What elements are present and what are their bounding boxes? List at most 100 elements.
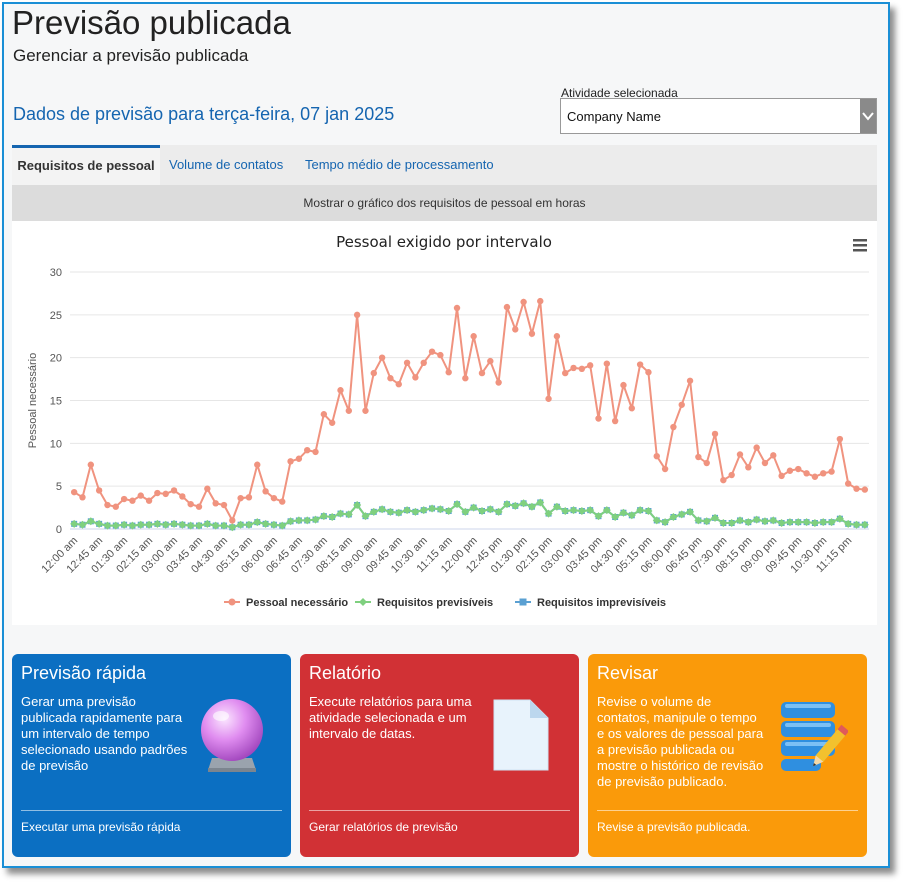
data-point[interactable]	[394, 508, 403, 517]
data-point[interactable]	[553, 333, 561, 340]
data-point[interactable]	[304, 446, 311, 454]
data-point[interactable]	[179, 493, 186, 500]
data-point[interactable]	[128, 521, 137, 530]
data-point[interactable]	[395, 381, 402, 388]
data-point[interactable]	[204, 485, 211, 492]
data-point[interactable]	[153, 519, 162, 528]
menu-icon-line-1[interactable]	[853, 244, 867, 247]
legend-label[interactable]: Pessoal necessário	[246, 597, 348, 609]
data-point[interactable]	[761, 459, 769, 467]
data-point[interactable]	[720, 476, 727, 484]
data-point[interactable]	[477, 507, 486, 516]
data-point[interactable]	[803, 470, 810, 477]
data-point[interactable]	[229, 517, 236, 524]
data-point[interactable]	[120, 520, 129, 529]
data-point[interactable]	[178, 520, 187, 529]
report-link[interactable]: Gerar relatórios de previsão	[309, 820, 458, 834]
data-point[interactable]	[378, 354, 386, 361]
data-point[interactable]	[469, 503, 478, 512]
data-point[interactable]	[835, 514, 844, 523]
data-point[interactable]	[370, 369, 377, 377]
data-point[interactable]	[278, 521, 287, 530]
data-point[interactable]	[719, 519, 728, 528]
data-point[interactable]	[670, 423, 677, 431]
data-point[interactable]	[703, 459, 710, 467]
data-point[interactable]	[104, 501, 111, 509]
data-point[interactable]	[312, 448, 319, 456]
data-point[interactable]	[552, 502, 561, 511]
data-point[interactable]	[453, 304, 461, 312]
data-point[interactable]	[628, 405, 635, 412]
data-point[interactable]	[810, 519, 819, 528]
data-point[interactable]	[844, 519, 853, 528]
data-point[interactable]	[794, 518, 803, 527]
data-point[interactable]	[187, 500, 194, 508]
data-point[interactable]	[562, 369, 569, 377]
data-point[interactable]	[853, 485, 860, 492]
data-point[interactable]	[111, 521, 120, 530]
data-point[interactable]	[661, 518, 670, 527]
data-point[interactable]	[212, 500, 219, 507]
data-point[interactable]	[736, 451, 744, 458]
data-point[interactable]	[786, 467, 794, 474]
card-review[interactable]: Revisar Revise o volume de contatos, man…	[588, 654, 867, 857]
data-point[interactable]	[228, 523, 237, 532]
data-point[interactable]	[611, 513, 620, 522]
data-point[interactable]	[279, 498, 286, 505]
data-point[interactable]	[686, 377, 694, 384]
data-point[interactable]	[428, 348, 436, 355]
data-point[interactable]	[254, 461, 261, 468]
data-point[interactable]	[129, 497, 136, 504]
data-point[interactable]	[753, 444, 760, 451]
data-point[interactable]	[336, 509, 345, 518]
data-point[interactable]	[87, 461, 95, 468]
data-point[interactable]	[195, 503, 203, 510]
data-point[interactable]	[537, 297, 544, 305]
data-point[interactable]	[495, 379, 502, 386]
legend-marker[interactable]	[359, 598, 367, 606]
data-point[interactable]	[145, 520, 154, 529]
legend-marker[interactable]	[519, 598, 527, 606]
data-point[interactable]	[586, 506, 595, 515]
data-point[interactable]	[103, 521, 112, 530]
data-point[interactable]	[362, 407, 369, 414]
data-point[interactable]	[636, 506, 645, 515]
data-point[interactable]	[527, 502, 536, 511]
data-point[interactable]	[170, 487, 178, 494]
card-quick-forecast[interactable]: Previsão rápida Gerar uma previsão publi…	[12, 654, 291, 857]
data-point[interactable]	[470, 333, 477, 340]
data-point[interactable]	[578, 365, 586, 373]
data-point[interactable]	[286, 517, 295, 526]
data-point[interactable]	[544, 509, 553, 518]
data-point[interactable]	[328, 513, 337, 522]
data-point[interactable]	[644, 507, 653, 516]
data-point[interactable]	[852, 520, 861, 529]
data-point[interactable]	[811, 473, 819, 480]
data-point[interactable]	[445, 369, 452, 376]
data-point[interactable]	[711, 430, 719, 438]
data-point[interactable]	[520, 298, 527, 306]
data-point[interactable]	[577, 507, 586, 516]
data-point[interactable]	[503, 303, 511, 311]
quick-forecast-link[interactable]: Executar uma previsão rápida	[21, 820, 181, 834]
data-point[interactable]	[860, 520, 869, 529]
data-point[interactable]	[828, 468, 835, 475]
data-point[interactable]	[594, 512, 603, 521]
data-point[interactable]	[245, 494, 253, 501]
data-point[interactable]	[369, 507, 378, 516]
data-point[interactable]	[444, 507, 453, 516]
data-point[interactable]	[744, 518, 753, 527]
data-point[interactable]	[462, 375, 469, 382]
data-point[interactable]	[78, 520, 87, 529]
data-point[interactable]	[827, 518, 836, 527]
data-point[interactable]	[419, 506, 428, 515]
data-point[interactable]	[785, 518, 794, 527]
data-point[interactable]	[603, 360, 611, 367]
data-point[interactable]	[561, 507, 570, 516]
data-point[interactable]	[420, 359, 427, 367]
data-point[interactable]	[620, 381, 627, 389]
data-point[interactable]	[595, 415, 602, 422]
legend-label[interactable]: Requisitos imprevisíveis	[537, 597, 666, 609]
data-point[interactable]	[162, 490, 169, 498]
data-point[interactable]	[528, 330, 536, 337]
